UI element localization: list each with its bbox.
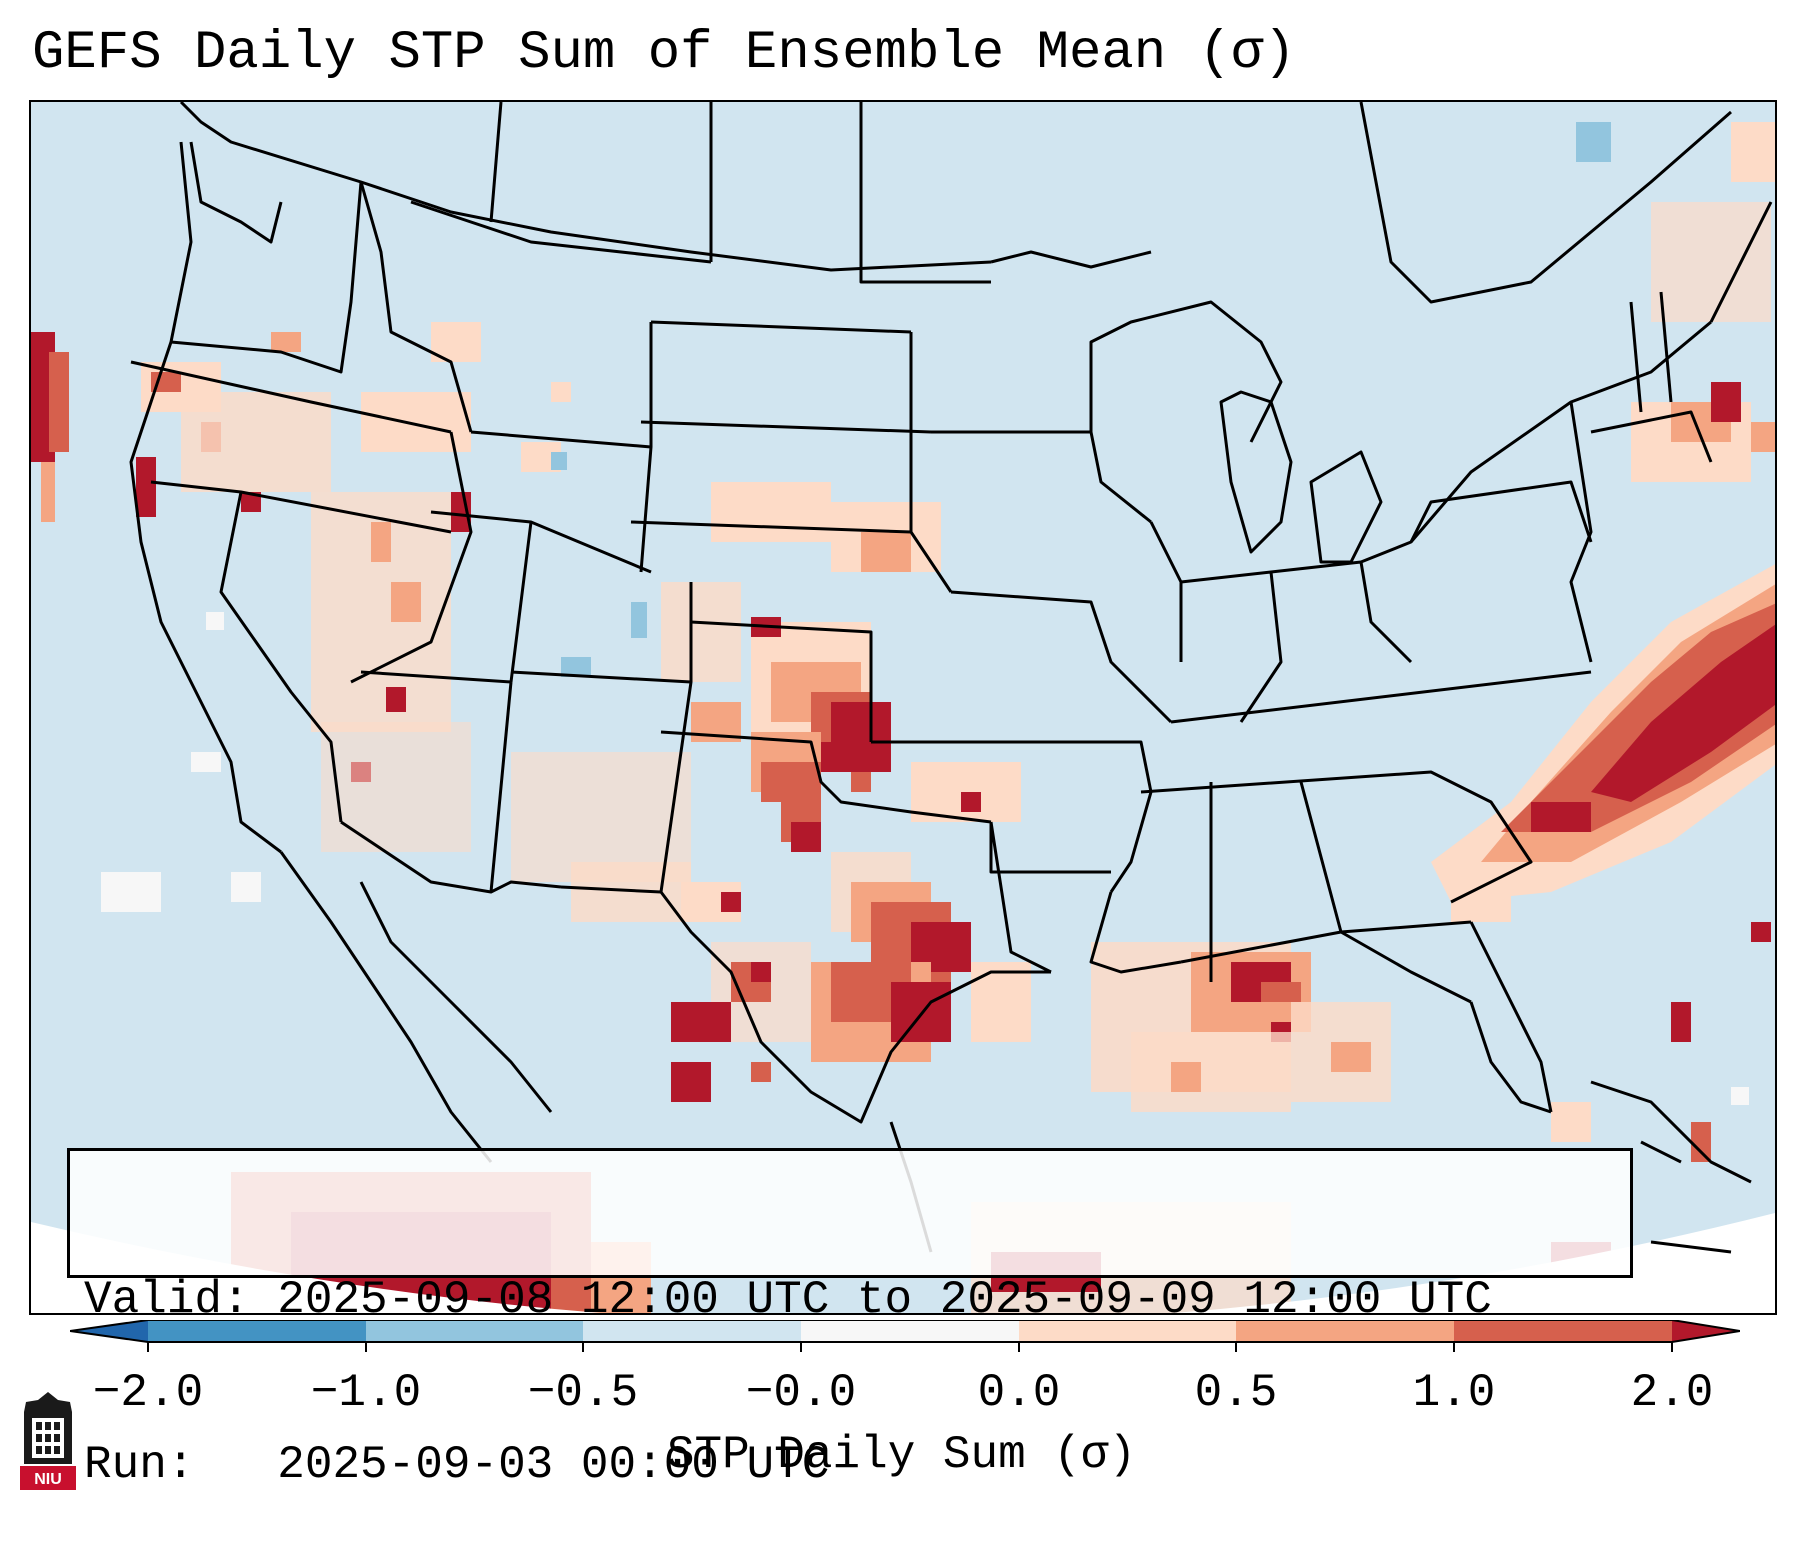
stp-anomaly-field [31,122,1775,1313]
colorbar [70,1320,1740,1352]
colorbar-bin-1 [148,1320,366,1342]
colorbar-tick-label: −0.5 [527,1367,639,1419]
svg-text:NIU: NIU [34,1471,62,1488]
colorbar-tick-label: −0.0 [745,1367,857,1419]
state-boundaries [129,102,1773,1254]
colorbar-bin-5 [1019,1320,1236,1342]
colorbar-tick-label: 0.5 [1194,1367,1278,1419]
colorbar-bin-extend-low [70,1320,148,1342]
map-panel [29,100,1777,1315]
niu-logo: NIU [20,1392,76,1490]
colorbar-tick-label: −1.0 [310,1367,422,1419]
colorbar-bin-6 [1236,1320,1454,1342]
colorbar-tick-label: 2.0 [1630,1367,1714,1419]
colorbar-tick-label: 0.0 [977,1367,1061,1419]
colorbar-tick-label: −2.0 [92,1367,204,1419]
validity-info-box: Valid: 2025-09-08 12:00 UTC to 2025-09-0… [67,1148,1633,1491]
map-canvas [31,102,1775,1313]
colorbar-tick-label: 1.0 [1412,1367,1496,1419]
colorbar-bin-2 [366,1320,583,1342]
run-time-text: Run: 2025-09-03 00:00 UTC [84,1439,830,1491]
colorbar-bin-7 [1454,1320,1672,1342]
colorbar-label: STP Daily Sum (σ) [666,1429,1137,1481]
colorbar-bin-3 [583,1320,801,1342]
map-title: GEFS Daily STP Sum of Ensemble Mean (σ) [32,23,1296,84]
valid-time-text: Valid: 2025-09-08 12:00 UTC to 2025-09-0… [84,1274,1492,1326]
colorbar-bin-4 [801,1320,1019,1342]
colorbar-bin-extend-high [1672,1320,1740,1342]
